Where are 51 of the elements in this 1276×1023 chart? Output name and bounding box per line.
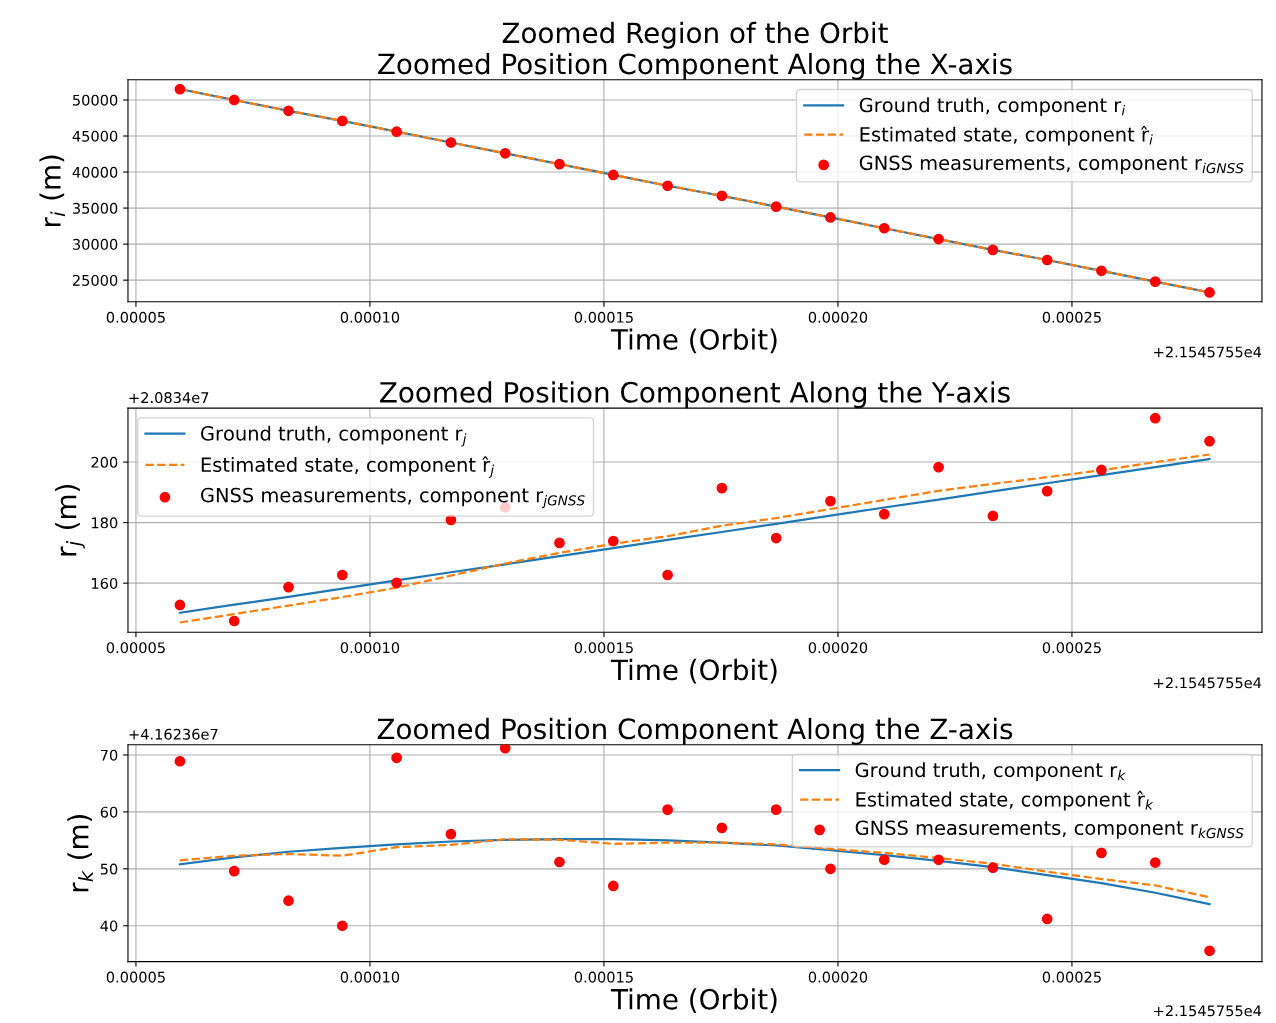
y-tick-label: 70: [100, 749, 118, 761]
y-axis-title: r$_{i}$ (m): [39, 155, 66, 227]
legend-label: Estimated state, component r̂$_{j}$: [201, 456, 495, 478]
y-tick-label: 160: [92, 577, 118, 589]
x-axis-title: Time (Orbit): [610, 988, 777, 1013]
x-tick-label: 0.00025: [1042, 642, 1101, 654]
x-tick-label: 0.00005: [106, 311, 165, 323]
x-tick-label: 0.00020: [808, 311, 868, 323]
y-tick-label: 60: [100, 806, 118, 818]
y-tick-label: 35000: [72, 202, 118, 214]
y-tick-label: 50: [100, 863, 118, 875]
y-tick-label: 40000: [72, 166, 118, 178]
x-tick-label: 0.00020: [808, 971, 868, 983]
legend-label: Ground truth, component r$_{j}$: [201, 425, 467, 447]
legend-label: GNSS measurements, component r$_{iGNSS}$: [859, 155, 1244, 174]
x-tick-label: 0.00020: [808, 642, 868, 654]
chart-title: Zoomed Region of the Orbit Zoomed Position Component Along the X-axis: [378, 21, 1012, 80]
y-axis-title: r$_{j}$ (m): [55, 484, 85, 556]
y-tick-label: 50000: [72, 94, 118, 106]
y-tick-label: 180: [92, 517, 118, 529]
x-axis-title: Time (Orbit): [610, 658, 777, 684]
y-tick-label: 30000: [72, 238, 118, 250]
x-tick-label: 0.00015: [574, 642, 633, 654]
legend-label: GNSS measurements, component r$_{jGNSS}$: [201, 487, 585, 509]
y-tick-label: 45000: [72, 130, 118, 142]
text: +4.16236e7: [129, 728, 218, 740]
x-tick-label: 0.00010: [340, 642, 400, 654]
text: +2.1545755e4: [1154, 1005, 1262, 1017]
text: +2.1545755e4: [1154, 346, 1262, 358]
chart-title: Zoomed Position Component Along the Z-axis: [377, 717, 1013, 745]
x-tick-label: 0.00010: [340, 971, 400, 983]
x-tick-label: 0.00015: [574, 311, 633, 323]
x-tick-label: 0.00005: [106, 971, 165, 983]
legend-label: Ground truth, component r$_{k}$: [855, 762, 1126, 782]
text: +2.1545755e4: [1154, 677, 1262, 689]
x-tick-label: 0.00010: [340, 311, 400, 323]
y-tick-label: 200: [91, 456, 118, 468]
x-axis-title: Time (Orbit): [610, 328, 777, 354]
x-tick-label: 0.00015: [574, 971, 633, 983]
legend-label: GNSS measurements, component r$_{kGNSS}$: [855, 820, 1244, 839]
y-tick-label: 25000: [72, 274, 118, 286]
text: +2.0834e7: [129, 392, 209, 404]
legend-label: Estimated state, component r̂$_{k}$: [856, 790, 1154, 811]
y-tick-label: 40: [100, 920, 118, 932]
chart-title: Zoomed Position Component Along the Y-axis: [380, 381, 1010, 409]
y-axis-title: r$_{k}$ (m): [67, 814, 93, 892]
x-tick-label: 0.00005: [106, 642, 165, 654]
legend-label: Estimated state, component r̂$_{i}$: [860, 125, 1153, 146]
x-tick-label: 0.00025: [1042, 971, 1101, 983]
legend-label: Ground truth, component r$_{i}$: [859, 97, 1126, 117]
x-tick-label: 0.00025: [1042, 311, 1101, 323]
